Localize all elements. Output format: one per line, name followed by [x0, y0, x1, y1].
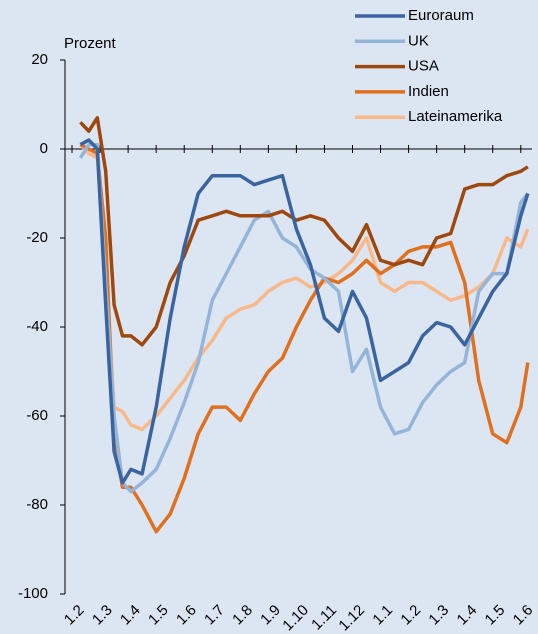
x-tick-label: 1.2 [397, 602, 424, 629]
legend-label: Indien [408, 83, 449, 100]
legend-label: Euroraum [408, 7, 474, 24]
x-tick-label: 1.2 [61, 602, 88, 629]
series-line [79, 116, 529, 347]
x-tick-label: 1.8 [229, 602, 256, 629]
series-line [79, 138, 530, 485]
x-tick-label: 1.7 [201, 602, 228, 629]
x-tick-label: 1.5 [482, 602, 509, 629]
x-tick-label: 1.5 [145, 602, 172, 629]
series-line [78, 142, 530, 494]
x-tick-label: 1.9 [257, 602, 284, 629]
x-tick-label: 1.10 [279, 602, 312, 634]
x-tick-label: 1.11 [308, 602, 340, 634]
x-tick-label: 1.3 [89, 602, 116, 629]
series-line [79, 143, 530, 432]
x-tick-label: 1.3 [426, 602, 453, 629]
y-axis-label: Prozent [64, 35, 117, 52]
x-tick-label: 1.1 [369, 602, 396, 629]
y-tick-label: 20 [31, 51, 48, 68]
x-tick-label: 1.6 [510, 602, 537, 629]
legend-label: USA [408, 58, 439, 75]
y-tick-label: -60 [26, 407, 48, 424]
y-tick-label: 0 [40, 140, 48, 157]
x-tick-label: 1.6 [173, 602, 200, 629]
y-tick-label: -20 [26, 229, 48, 246]
series-line [79, 143, 530, 534]
x-tick-label: 1.4 [117, 602, 144, 629]
x-tick-label: 1.12 [335, 602, 368, 634]
y-tick-label: -80 [26, 496, 48, 513]
legend-label: UK [408, 32, 429, 49]
y-tick-label: -40 [26, 318, 48, 335]
x-tick-label: 1.4 [454, 602, 481, 629]
legend-label: Lateinamerika [408, 108, 503, 125]
y-tick-label: -100 [18, 585, 48, 602]
